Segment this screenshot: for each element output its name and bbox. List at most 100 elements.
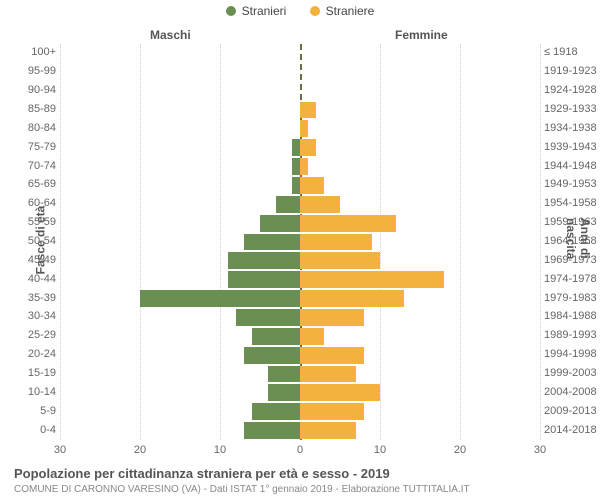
x-gridline [540, 44, 541, 440]
bar-half-female [300, 251, 540, 270]
bar-half-female [300, 138, 540, 157]
x-tick: 30 [534, 444, 546, 456]
bar-female [300, 102, 316, 119]
y-tick-age: 50-54 [28, 236, 56, 247]
bar-half-male [60, 214, 300, 233]
bar-half-female [300, 214, 540, 233]
y-tick-year: 1954-1958 [544, 198, 597, 209]
bar-half-male [60, 327, 300, 346]
bar-half-female [300, 402, 540, 421]
y-tick-age: 95-99 [28, 66, 56, 77]
y-tick-age: 25-29 [28, 330, 56, 341]
y-tick-age: 70-74 [28, 161, 56, 172]
y-tick-year: 1949-1953 [544, 179, 597, 190]
pyramid-row [60, 346, 540, 365]
legend-swatch-male [226, 6, 236, 16]
pyramid-row [60, 289, 540, 308]
pyramid-row [60, 233, 540, 252]
y-tick-year: 2014-2018 [544, 425, 597, 436]
y-tick-age: 40-44 [28, 274, 56, 285]
bar-female [300, 139, 316, 156]
bar-half-male [60, 195, 300, 214]
bar-male [268, 384, 300, 401]
y-tick-year: 1964-1968 [544, 236, 597, 247]
legend-label-female: Straniere [326, 4, 375, 18]
bar-half-female [300, 233, 540, 252]
x-tick: 10 [214, 444, 226, 456]
bar-half-male [60, 138, 300, 157]
bar-female [300, 290, 404, 307]
y-tick-age: 30-34 [28, 311, 56, 322]
bar-male [228, 271, 300, 288]
y-tick-year: 2004-2008 [544, 387, 597, 398]
pyramid-row [60, 176, 540, 195]
bar-half-male [60, 101, 300, 120]
bar-half-female [300, 157, 540, 176]
bar-half-male [60, 251, 300, 270]
bar-male [260, 215, 300, 232]
bar-male [252, 403, 300, 420]
pyramid-row [60, 119, 540, 138]
y-tick-age: 85-89 [28, 104, 56, 115]
bar-female [300, 158, 308, 175]
bar-male [292, 139, 300, 156]
bar-male [244, 347, 300, 364]
pyramid-row [60, 157, 540, 176]
x-tick: 10 [374, 444, 386, 456]
bar-half-male [60, 421, 300, 440]
legend-swatch-female [310, 6, 320, 16]
pyramid-row [60, 138, 540, 157]
pyramid-row [60, 383, 540, 402]
x-tick: 20 [454, 444, 466, 456]
bar-half-female [300, 176, 540, 195]
y-tick-age: 10-14 [28, 387, 56, 398]
x-tick: 30 [54, 444, 66, 456]
y-tick-age: 5-9 [40, 406, 56, 417]
y-tick-age: 75-79 [28, 142, 56, 153]
bar-half-male [60, 308, 300, 327]
bar-female [300, 366, 356, 383]
y-tick-age: 65-69 [28, 179, 56, 190]
legend-label-male: Stranieri [242, 4, 287, 18]
bar-half-male [60, 270, 300, 289]
pyramid-row [60, 82, 540, 101]
bar-half-female [300, 101, 540, 120]
y-tick-year: 1999-2003 [544, 368, 597, 379]
bar-male [292, 158, 300, 175]
legend-item-female: Straniere [310, 4, 375, 18]
y-tick-age: 55-59 [28, 217, 56, 228]
pyramid-row [60, 365, 540, 384]
pyramid-row [60, 44, 540, 63]
bar-half-male [60, 233, 300, 252]
bar-male [268, 366, 300, 383]
y-tick-age: 20-24 [28, 349, 56, 360]
bar-female [300, 347, 364, 364]
bar-half-female [300, 44, 540, 63]
bar-half-female [300, 119, 540, 138]
pyramid-row [60, 327, 540, 346]
bar-female [300, 234, 372, 251]
y-tick-year: 1939-1943 [544, 142, 597, 153]
y-tick-age: 0-4 [40, 425, 56, 436]
bar-half-female [300, 289, 540, 308]
bar-female [300, 177, 324, 194]
bar-half-female [300, 270, 540, 289]
bar-half-male [60, 157, 300, 176]
column-header-male: Maschi [150, 28, 191, 42]
bar-half-male [60, 289, 300, 308]
bar-female [300, 196, 340, 213]
bar-male [276, 196, 300, 213]
bar-male [236, 309, 300, 326]
bar-female [300, 422, 356, 439]
plot-area [60, 44, 540, 440]
bar-male [140, 290, 300, 307]
y-tick-year: 1989-1993 [544, 330, 597, 341]
y-tick-year: 1929-1933 [544, 104, 597, 115]
y-tick-year: 1984-1988 [544, 311, 597, 322]
bar-half-female [300, 421, 540, 440]
chart-subtitle: COMUNE DI CARONNO VARESINO (VA) - Dati I… [14, 484, 470, 495]
bar-male [244, 422, 300, 439]
pyramid-row [60, 251, 540, 270]
bar-half-female [300, 195, 540, 214]
bar-half-male [60, 44, 300, 63]
